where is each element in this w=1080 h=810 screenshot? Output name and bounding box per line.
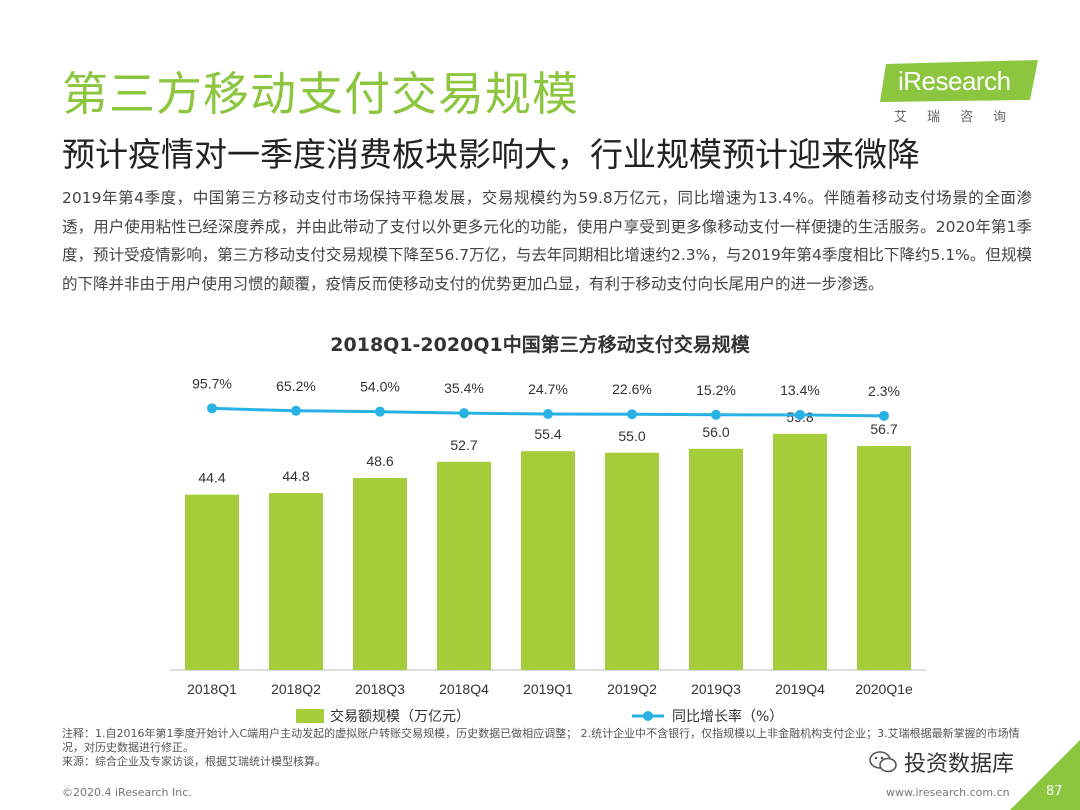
line-point-2019Q4 xyxy=(795,409,805,420)
notes-line-2: 来源：综合企业及专家访谈，根据艾瑞统计模型核算。 xyxy=(62,755,326,768)
x-tick-2020Q1e: 2020Q1e xyxy=(855,681,913,697)
summary-paragraph: 2019年第4季度，中国第三方移动支付市场保持平稳发展，交易规模约为59.8万亿… xyxy=(62,189,1032,293)
x-tick-2018Q2: 2018Q2 xyxy=(271,681,321,697)
page-number: 87 xyxy=(1046,784,1063,799)
line-label-2018Q1: 95.7% xyxy=(192,375,232,391)
bar-2018Q2 xyxy=(269,493,323,670)
line-point-2019Q1 xyxy=(543,409,553,420)
wechat-icon xyxy=(869,751,897,773)
bar-2020Q1e xyxy=(857,446,911,670)
bar-label-2018Q1: 44.4 xyxy=(198,470,225,486)
line-point-2018Q1 xyxy=(207,403,217,414)
bar-2019Q3 xyxy=(689,448,743,670)
bar-2019Q4 xyxy=(773,433,827,670)
line-label-2019Q4: 13.4% xyxy=(780,382,820,398)
x-tick-2018Q3: 2018Q3 xyxy=(355,681,405,697)
logo-subtext: 艾瑞咨询 xyxy=(894,110,1027,125)
notes-line-1: 注释：1.自2016年第1季度开始计入C端用户主动发起的虚拟账户转账交易规模，历… xyxy=(62,727,1020,754)
legend-bar-label: 交易额规模（万亿元） xyxy=(330,708,470,725)
x-tick-2019Q4: 2019Q4 xyxy=(775,681,825,697)
x-tick-2018Q1: 2018Q1 xyxy=(187,681,237,697)
line-label-2019Q2: 22.6% xyxy=(612,381,652,397)
x-tick-2019Q1: 2019Q1 xyxy=(523,681,573,697)
chart-title: 2018Q1-2020Q1中国第三方移动支付交易规模 xyxy=(330,334,750,356)
iresearch-logo: iResearch 艾瑞咨询 xyxy=(880,60,1040,130)
page-title: 第三方移动支付交易规模 xyxy=(62,67,579,121)
legend-line-label: 同比增长率（%） xyxy=(672,708,783,725)
bar-2018Q3 xyxy=(353,478,407,670)
logo-text: iResearch xyxy=(898,66,1011,96)
legend-bar-swatch xyxy=(296,709,324,723)
bar-label-2019Q1: 55.4 xyxy=(534,426,561,442)
bar-label-2018Q3: 48.6 xyxy=(366,453,393,469)
line-label-2018Q3: 54.0% xyxy=(360,379,400,395)
watermark-text: 投资数据库 xyxy=(904,752,1015,777)
logo-badge-icon xyxy=(880,60,1038,102)
bar-label-2018Q2: 44.8 xyxy=(282,468,309,484)
line-point-2020Q1e xyxy=(879,410,889,421)
watermark: 投资数据库 xyxy=(868,746,1014,778)
line-point-2018Q2 xyxy=(291,405,301,416)
page-corner-icon xyxy=(1010,740,1080,810)
chart-notes: 注释：1.自2016年第1季度开始计入C端用户主动发起的虚拟账户转账交易规模，历… xyxy=(62,727,1022,769)
bar-label-2018Q4: 52.7 xyxy=(450,437,477,453)
line-label-2020Q1e: 2.3% xyxy=(868,383,900,399)
bar-2018Q4 xyxy=(437,461,491,670)
line-point-2019Q3 xyxy=(711,409,721,420)
bar-2019Q1 xyxy=(521,451,575,670)
bar-label-2019Q2: 55.0 xyxy=(618,428,645,444)
line-label-2019Q1: 24.7% xyxy=(528,381,568,397)
copyright: ©2020.4 iResearch Inc. xyxy=(62,786,192,799)
bar-line-chart: 44.4 2018Q1 44.8 2018Q2 48.6 2018Q3 52.7 2018Q4… xyxy=(170,375,926,725)
x-tick-2018Q4: 2018Q4 xyxy=(439,681,489,697)
line-point-2018Q3 xyxy=(375,406,385,417)
page-subtitle: 预计疫情对一季度消费板块影响大，行业规模预计迎来微降 xyxy=(62,135,920,174)
bar-2019Q2 xyxy=(605,452,659,670)
bar-2018Q1 xyxy=(185,494,239,670)
line-label-2018Q4: 35.4% xyxy=(444,380,484,396)
line-point-2018Q4 xyxy=(459,408,469,419)
x-tick-2019Q2: 2019Q2 xyxy=(607,681,657,697)
footer-url[interactable]: www.iresearch.com.cn xyxy=(886,786,1010,799)
legend-line-marker xyxy=(643,711,653,721)
line-point-2019Q2 xyxy=(627,409,637,420)
line-label-2018Q2: 65.2% xyxy=(276,378,316,394)
bar-label-2020Q1e: 56.7 xyxy=(870,421,897,437)
bar-label-2019Q3: 56.0 xyxy=(702,424,729,440)
x-tick-2019Q3: 2019Q3 xyxy=(691,681,741,697)
line-label-2019Q3: 15.2% xyxy=(696,382,736,398)
